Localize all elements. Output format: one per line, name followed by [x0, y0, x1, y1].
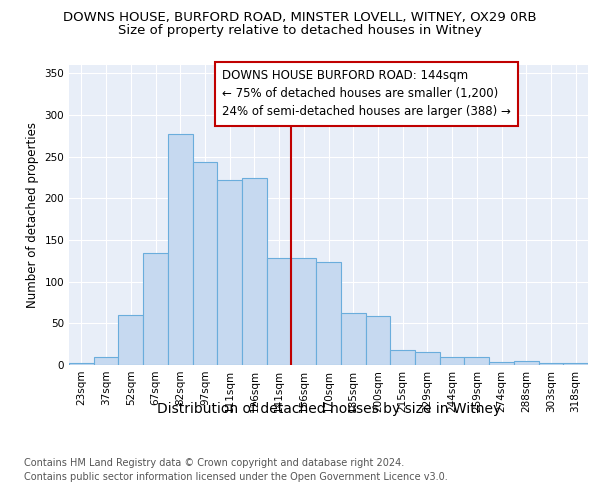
Bar [168, 134, 193, 365]
Bar [143, 252, 168, 365]
Bar [440, 356, 464, 365]
Bar [242, 178, 267, 365]
Bar [464, 356, 489, 365]
Bar [94, 356, 118, 365]
Bar [415, 352, 440, 365]
Bar [539, 364, 563, 365]
Bar [69, 364, 94, 365]
Bar [489, 362, 514, 365]
Bar [563, 364, 588, 365]
Bar [341, 314, 365, 365]
Bar [118, 315, 143, 365]
Text: Contains HM Land Registry data © Crown copyright and database right 2024.: Contains HM Land Registry data © Crown c… [24, 458, 404, 468]
Text: Distribution of detached houses by size in Witney: Distribution of detached houses by size … [157, 402, 501, 416]
Bar [267, 258, 292, 365]
Bar [514, 361, 539, 365]
Bar [217, 180, 242, 365]
Text: DOWNS HOUSE BURFORD ROAD: 144sqm
← 75% of detached houses are smaller (1,200)
24: DOWNS HOUSE BURFORD ROAD: 144sqm ← 75% o… [222, 70, 511, 118]
Y-axis label: Number of detached properties: Number of detached properties [26, 122, 39, 308]
Bar [365, 316, 390, 365]
Bar [390, 350, 415, 365]
Text: DOWNS HOUSE, BURFORD ROAD, MINSTER LOVELL, WITNEY, OX29 0RB: DOWNS HOUSE, BURFORD ROAD, MINSTER LOVEL… [63, 11, 537, 24]
Bar [193, 162, 217, 365]
Bar [292, 258, 316, 365]
Text: Size of property relative to detached houses in Witney: Size of property relative to detached ho… [118, 24, 482, 37]
Bar [316, 262, 341, 365]
Text: Contains public sector information licensed under the Open Government Licence v3: Contains public sector information licen… [24, 472, 448, 482]
